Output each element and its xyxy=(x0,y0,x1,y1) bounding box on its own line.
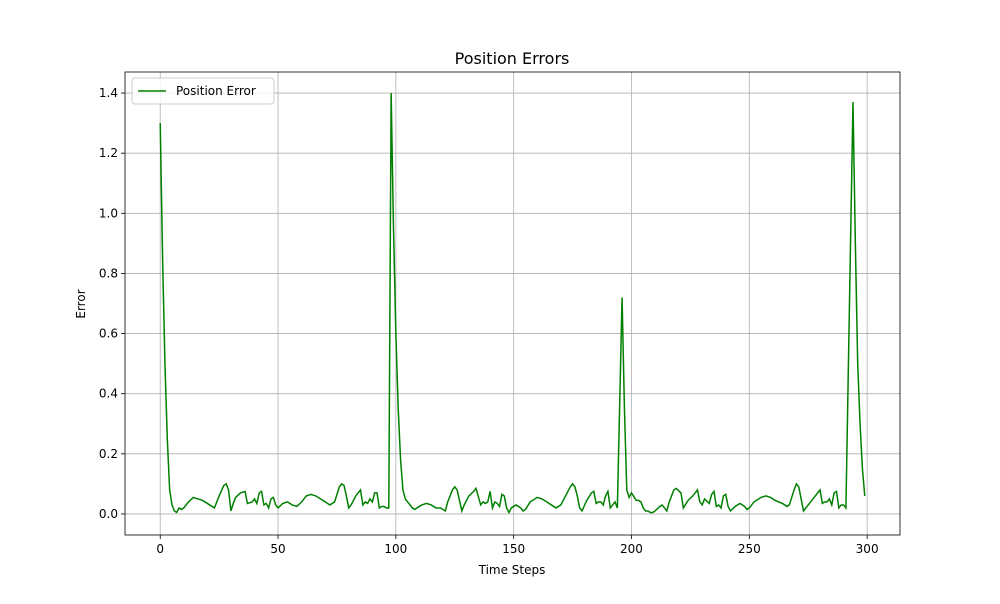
x-tick-label: 250 xyxy=(738,542,761,556)
y-tick-label: 1.4 xyxy=(99,86,118,100)
x-tick-label: 300 xyxy=(856,542,879,556)
y-tick-label: 0.0 xyxy=(99,507,118,521)
y-tick-label: 0.2 xyxy=(99,447,118,461)
x-tick-label: 200 xyxy=(620,542,643,556)
y-tick-label: 0.8 xyxy=(99,266,118,280)
chart-title: Position Errors xyxy=(455,49,570,68)
x-tick-label: 150 xyxy=(502,542,525,556)
y-tick-label: 1.2 xyxy=(99,146,118,160)
y-tick-label: 1.0 xyxy=(99,206,118,220)
x-tick-label: 50 xyxy=(270,542,285,556)
x-axis-label: Time Steps xyxy=(478,563,546,577)
legend-label: Position Error xyxy=(176,84,256,98)
plot-frame xyxy=(124,71,901,536)
x-tick-label: 100 xyxy=(384,542,407,556)
y-tick-label: 0.4 xyxy=(99,387,118,401)
legend-box xyxy=(131,77,275,105)
data-line xyxy=(159,93,866,515)
y-tick-label: 0.6 xyxy=(99,327,118,341)
y-axis-label: Error xyxy=(74,289,88,318)
x-tick-label: 0 xyxy=(156,542,164,556)
